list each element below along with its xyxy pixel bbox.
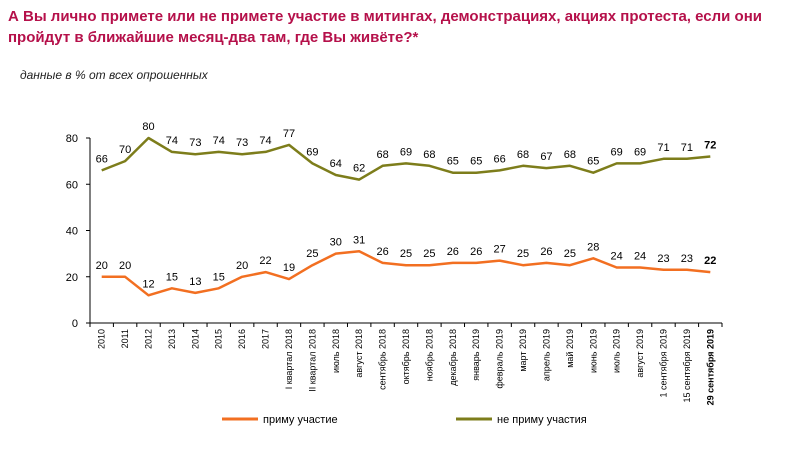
series-line-will-not-participate (101, 136, 711, 181)
x-tick-label: декабрь 2018 (448, 329, 458, 386)
y-tick-label: 80 (66, 133, 78, 145)
x-tick-label: I квартал 2018 (284, 329, 294, 389)
chart-subtitle: данные в % от всех опрошенных (20, 68, 208, 82)
y-tick-label: 40 (66, 226, 78, 238)
x-tick-label: 2013 (167, 329, 177, 349)
x-tick-label: июль 2019 (612, 329, 622, 373)
x-tick-label: II квартал 2018 (307, 329, 317, 392)
series-line-will-participate (101, 250, 711, 297)
data-label: 24 (611, 251, 623, 263)
y-tick-label: 20 (66, 272, 78, 284)
data-label: 69 (611, 146, 623, 158)
data-label: 19 (283, 262, 295, 274)
data-label: 65 (447, 156, 459, 168)
x-tick-label: апрель 2019 (541, 329, 551, 381)
data-label: 62 (353, 163, 365, 175)
x-tick-label: январь 2019 (471, 329, 481, 381)
x-tick-label: 15 сентября 2019 (682, 329, 692, 402)
data-label: 26 (470, 246, 482, 258)
x-tick-label: 1 сентября 2019 (658, 329, 668, 397)
data-label: 73 (236, 137, 248, 149)
data-label: 25 (423, 248, 435, 260)
data-label: 24 (634, 251, 646, 263)
data-label: 80 (142, 121, 154, 133)
x-tick-label: 2016 (237, 329, 247, 349)
x-tick-label: 29 сентября 2019 (705, 329, 715, 405)
data-label: 20 (236, 260, 248, 272)
data-label: 30 (330, 237, 342, 249)
x-tick-label: май 2019 (565, 329, 575, 368)
x-tick-label: сентябрь 2018 (378, 329, 388, 390)
data-label: 68 (564, 149, 576, 161)
data-label: 69 (400, 146, 412, 158)
data-label: 26 (540, 246, 552, 258)
x-tick-label: 2015 (214, 329, 224, 349)
data-label: 20 (96, 260, 108, 272)
data-label: 74 (259, 135, 271, 147)
x-tick-label: 2017 (261, 329, 271, 349)
x-tick-label: июль 2018 (331, 329, 341, 373)
data-label: 73 (189, 137, 201, 149)
data-label: 68 (376, 149, 388, 161)
data-label: 69 (306, 146, 318, 158)
data-label: 20 (119, 260, 131, 272)
data-label: 68 (517, 149, 529, 161)
data-label: 66 (494, 153, 506, 165)
data-label: 77 (283, 128, 295, 140)
data-label: 26 (376, 246, 388, 258)
data-label: 65 (587, 156, 599, 168)
data-label: 26 (447, 246, 459, 258)
data-label: 71 (681, 142, 693, 154)
data-label: 70 (119, 144, 131, 156)
data-label: 22 (704, 255, 716, 267)
data-label: 15 (213, 271, 225, 283)
x-tick-label: август 2018 (354, 329, 364, 378)
data-label: 71 (657, 142, 669, 154)
data-label: 68 (423, 149, 435, 161)
data-label: 67 (540, 151, 552, 163)
data-label: 25 (517, 248, 529, 260)
data-label: 66 (96, 153, 108, 165)
data-label: 27 (494, 244, 506, 256)
x-tick-label: октябрь 2018 (401, 329, 411, 384)
legend-label-will-not-participate: не приму участия (497, 414, 587, 426)
data-label: 28 (587, 241, 599, 253)
data-label: 69 (634, 146, 646, 158)
data-label: 25 (564, 248, 576, 260)
data-label: 13 (189, 276, 201, 288)
data-label: 12 (142, 278, 154, 290)
data-label: 15 (166, 271, 178, 283)
data-label: 25 (306, 248, 318, 260)
x-tick-label: 2012 (144, 329, 154, 349)
x-tick-label: ноябрь 2018 (424, 329, 434, 381)
data-label: 74 (166, 135, 178, 147)
data-label: 23 (657, 253, 669, 265)
data-label: 64 (330, 158, 342, 170)
data-label: 31 (353, 234, 365, 246)
x-tick-label: июнь 2019 (588, 329, 598, 373)
data-label: 65 (470, 156, 482, 168)
data-label: 23 (681, 253, 693, 265)
legend-label-will-participate: приму участие (263, 414, 338, 426)
data-label: 25 (400, 248, 412, 260)
data-label: 72 (704, 140, 716, 152)
x-tick-label: 2011 (120, 329, 130, 348)
chart-title: А Вы лично примете или не примете участи… (8, 8, 762, 46)
y-tick-label: 0 (72, 318, 78, 330)
y-tick-label: 60 (66, 179, 78, 191)
x-tick-label: 2010 (97, 329, 107, 349)
data-label: 22 (259, 255, 271, 267)
x-tick-label: март 2019 (518, 329, 528, 372)
x-tick-label: 2014 (190, 329, 200, 349)
x-tick-label: февраль 2019 (495, 329, 505, 389)
data-label: 74 (213, 135, 225, 147)
x-tick-label: август 2019 (635, 329, 645, 378)
